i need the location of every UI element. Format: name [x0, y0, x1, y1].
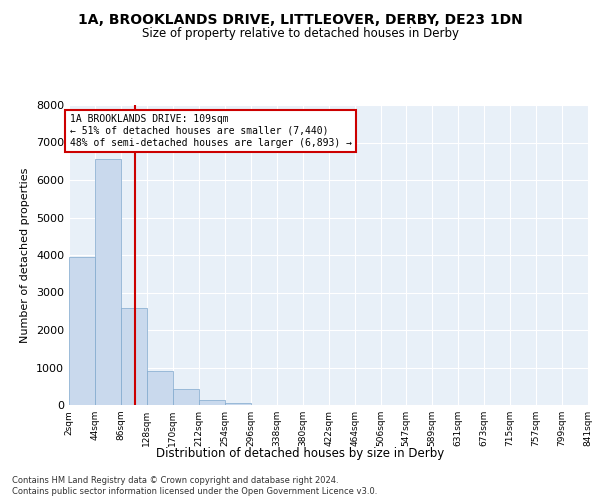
Bar [225, 403, 251, 405]
Bar [69, 257, 95, 405]
Text: Contains HM Land Registry data © Crown copyright and database right 2024.: Contains HM Land Registry data © Crown c… [12, 476, 338, 485]
Bar [173, 389, 199, 405]
Text: 1A BROOKLANDS DRIVE: 109sqm
← 51% of detached houses are smaller (7,440)
48% of : 1A BROOKLANDS DRIVE: 109sqm ← 51% of det… [70, 114, 352, 148]
Bar [121, 308, 147, 405]
Text: Size of property relative to detached houses in Derby: Size of property relative to detached ho… [142, 28, 458, 40]
Y-axis label: Number of detached properties: Number of detached properties [20, 168, 31, 342]
Bar [199, 400, 225, 405]
Bar [95, 160, 121, 405]
Text: 1A, BROOKLANDS DRIVE, LITTLEOVER, DERBY, DE23 1DN: 1A, BROOKLANDS DRIVE, LITTLEOVER, DERBY,… [77, 12, 523, 26]
Bar [147, 371, 173, 405]
Text: Contains public sector information licensed under the Open Government Licence v3: Contains public sector information licen… [12, 487, 377, 496]
Text: Distribution of detached houses by size in Derby: Distribution of detached houses by size … [156, 448, 444, 460]
